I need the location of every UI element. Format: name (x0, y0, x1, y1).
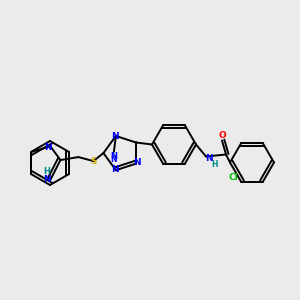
Text: Cl: Cl (228, 173, 238, 182)
Text: N: N (111, 133, 119, 142)
Text: N: N (205, 154, 213, 163)
Text: O: O (218, 131, 226, 140)
Text: S: S (90, 157, 97, 166)
Text: N: N (133, 158, 141, 167)
Text: N: N (111, 155, 117, 164)
Text: N: N (110, 152, 117, 161)
Text: H: H (43, 167, 50, 176)
Text: N: N (111, 165, 119, 174)
Text: N: N (44, 143, 51, 152)
Text: H: H (212, 160, 218, 169)
Text: N: N (43, 175, 50, 184)
